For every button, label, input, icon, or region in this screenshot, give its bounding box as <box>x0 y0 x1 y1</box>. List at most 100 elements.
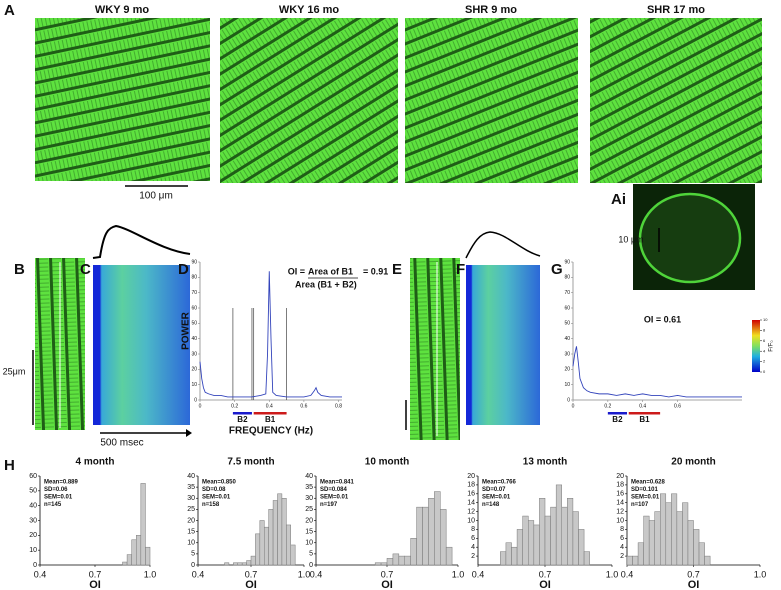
panel-title: SHR 9 mo <box>465 4 517 16</box>
stat-text: Mean=0.841 <box>320 480 355 486</box>
x-tick-label: 0.4 <box>472 569 485 579</box>
x-tick-label: 1.0 <box>606 569 619 579</box>
y-tick-label: 10 <box>305 540 313 547</box>
panel-label: H <box>4 457 15 474</box>
chart-title: 4 month <box>76 457 115 468</box>
bar <box>632 555 639 566</box>
y-tick-label: 15 <box>305 528 313 535</box>
x-tick-label: 0.4 <box>621 569 634 579</box>
x-tick-label: 0.7 <box>245 569 258 579</box>
bar <box>676 511 683 566</box>
chart-title: 7.5 month <box>227 457 274 468</box>
bar <box>550 506 557 566</box>
bar <box>516 529 523 566</box>
band-label: B2 <box>612 415 623 424</box>
bar <box>392 553 400 566</box>
colorbar-label: F/F₀ <box>769 340 775 352</box>
stat-text: SEM=0.01 <box>44 495 73 501</box>
x-tick-label: 0.4 <box>266 403 273 409</box>
y-tick-label: 25 <box>187 506 195 513</box>
x-tick-label: 0 <box>199 403 202 409</box>
x-tick-label: 0.7 <box>539 569 552 579</box>
y-tick-label: 10 <box>564 382 570 388</box>
bar <box>648 520 655 566</box>
bar <box>682 502 689 566</box>
bar <box>386 558 394 566</box>
band-bar <box>232 412 252 415</box>
stat-text: SD=0.06 <box>44 487 68 493</box>
bar <box>286 524 292 566</box>
annotation: OI = 0.61 <box>644 314 681 324</box>
panel-title: SHR 17 mo <box>647 4 705 16</box>
y-tick-label: 30 <box>29 517 37 524</box>
y-tick-label: 60 <box>564 305 570 311</box>
chart-title: 20 month <box>671 457 715 468</box>
x-tick-label: 0.6 <box>300 403 307 409</box>
x-tick-label: 0.2 <box>604 403 611 409</box>
stat-text: n=197 <box>320 502 338 508</box>
bar <box>136 535 142 566</box>
y-tick-label: 30 <box>187 495 195 502</box>
y-tick-label: 10 <box>616 517 624 524</box>
bar <box>698 542 705 566</box>
y-tick-label: 12 <box>467 508 475 515</box>
bar <box>511 546 518 566</box>
x-tick-label: 0.7 <box>687 569 700 579</box>
y-tick-label: 14 <box>616 500 624 507</box>
y-tick-label: 4 <box>620 544 624 551</box>
x-tick-label: 0 <box>572 403 575 409</box>
y-tick-label: 18 <box>616 482 624 489</box>
y-tick-label: 0 <box>309 562 313 569</box>
bar <box>281 498 287 566</box>
bar <box>255 533 261 566</box>
bar <box>505 542 512 566</box>
x-tick-label: 0.4 <box>639 403 646 409</box>
y-tick-label: 8 <box>471 526 475 533</box>
stat-text: SD=0.07 <box>482 487 506 493</box>
y-tick-label: 15 <box>187 528 195 535</box>
bar <box>533 524 540 566</box>
bar <box>544 515 551 566</box>
stat-text: Mean=0.766 <box>482 480 517 486</box>
stat-text: SEM=0.01 <box>482 495 511 501</box>
y-tick-label: 35 <box>187 484 195 491</box>
bar <box>539 498 546 566</box>
bar <box>704 555 711 566</box>
bar <box>660 493 667 566</box>
stat-text: SEM=0.01 <box>631 495 660 501</box>
bar <box>404 555 411 566</box>
y-tick-label: 10 <box>191 382 197 388</box>
y-tick-label: 6 <box>620 535 624 542</box>
bar <box>440 509 447 566</box>
stat-text: n=158 <box>202 502 220 508</box>
y-tick-label: 10 <box>29 547 37 554</box>
y-tick-label: 20 <box>616 473 624 480</box>
band-label: B1 <box>265 415 276 424</box>
stat-text: SEM=0.01 <box>320 495 349 501</box>
y-tick-label: 20 <box>564 367 570 373</box>
y-tick-label: 50 <box>191 321 197 327</box>
y-tick-label: 40 <box>305 473 313 480</box>
stat-text: SEM=0.01 <box>202 495 231 501</box>
y-tick-label: 40 <box>191 336 197 342</box>
stat-text: SD=0.084 <box>320 487 348 493</box>
band-bar <box>607 412 628 415</box>
y-tick-label: 50 <box>29 488 37 495</box>
band-label: B2 <box>237 415 248 424</box>
micrograph <box>220 18 398 183</box>
x-tick-label: 0.7 <box>381 569 394 579</box>
bar <box>500 551 507 566</box>
y-tick-label: 5 <box>191 551 195 558</box>
y-tick-label: 2 <box>620 553 624 560</box>
stat-text: n=148 <box>482 502 500 508</box>
panel-label: A <box>4 2 15 19</box>
bar <box>140 483 146 566</box>
x-axis-label: OI <box>688 579 700 590</box>
bar <box>246 560 252 566</box>
y-tick-label: 20 <box>29 532 37 539</box>
bar <box>374 562 382 566</box>
bar <box>555 484 563 566</box>
y-tick-label: 30 <box>191 351 197 357</box>
y-tick-label: 40 <box>29 503 37 510</box>
